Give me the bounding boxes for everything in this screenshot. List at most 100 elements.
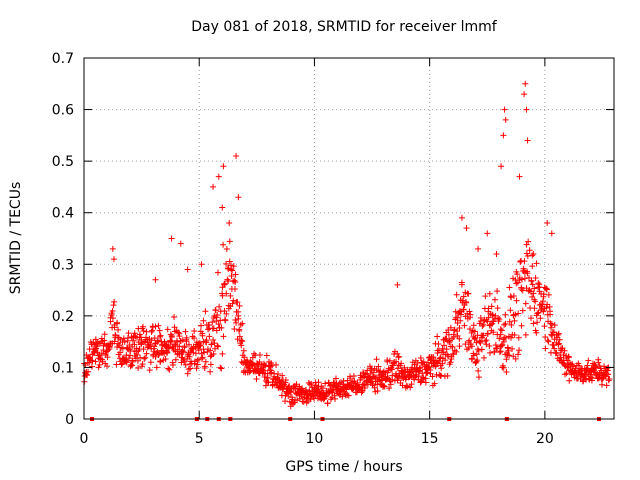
data-point <box>332 375 339 382</box>
data-point <box>417 364 424 371</box>
data-point <box>230 263 237 270</box>
data-point <box>110 302 117 309</box>
data-point <box>239 338 246 345</box>
data-point <box>84 372 91 379</box>
data-point <box>231 326 238 333</box>
peak-point <box>184 266 191 273</box>
data-point <box>417 355 424 362</box>
data-point <box>91 348 98 355</box>
data-point <box>104 354 111 361</box>
data-point <box>155 351 162 358</box>
data-point <box>535 280 542 287</box>
data-point <box>525 274 532 281</box>
data-point <box>443 335 450 342</box>
data-point <box>460 306 467 313</box>
peak-point <box>210 183 217 190</box>
data-point <box>408 381 415 388</box>
data-point <box>515 334 522 341</box>
data-point <box>487 349 494 356</box>
data-point <box>182 361 189 368</box>
data-point <box>533 260 540 267</box>
data-point <box>164 348 171 355</box>
data-point <box>172 342 179 349</box>
data-point <box>231 277 238 284</box>
data-point <box>131 341 138 348</box>
data-point <box>104 363 111 370</box>
data-point <box>343 386 350 393</box>
data-point <box>361 385 368 392</box>
data-point <box>578 370 585 377</box>
data-point <box>481 354 488 361</box>
data-point <box>238 337 245 344</box>
data-point <box>165 365 172 372</box>
data-point <box>545 338 552 345</box>
data-point <box>141 355 148 362</box>
data-point <box>371 373 378 380</box>
data-point <box>115 326 122 333</box>
data-point <box>456 325 463 332</box>
data-point <box>453 291 460 298</box>
data-point <box>551 322 558 329</box>
data-point <box>462 341 469 348</box>
data-point <box>470 322 477 329</box>
data-point <box>171 313 178 320</box>
data-point <box>172 356 179 363</box>
data-point <box>123 359 130 366</box>
data-point <box>386 357 393 364</box>
data-point <box>445 353 452 360</box>
data-point <box>184 370 191 377</box>
data-point <box>487 321 494 328</box>
data-point <box>358 387 365 394</box>
data-point <box>401 364 408 371</box>
data-point <box>519 307 526 314</box>
data-point <box>232 278 239 285</box>
data-point <box>157 332 164 339</box>
data-point <box>359 387 366 394</box>
plot-frame <box>83 57 615 420</box>
data-point <box>191 335 198 342</box>
peak-point <box>502 116 509 123</box>
data-point <box>398 360 405 367</box>
data-point <box>206 333 213 340</box>
data-point <box>508 294 515 301</box>
data-point <box>214 343 221 350</box>
data-point <box>252 366 259 373</box>
data-point <box>524 270 531 277</box>
data-point <box>555 331 562 338</box>
data-point <box>563 370 570 377</box>
data-point <box>439 360 446 367</box>
data-point <box>174 339 181 346</box>
data-point <box>218 365 225 372</box>
data-point <box>139 361 146 368</box>
data-point <box>111 298 118 305</box>
data-point <box>359 381 366 388</box>
data-point <box>513 297 520 304</box>
data-point <box>198 355 205 362</box>
data-point <box>434 333 441 340</box>
data-point <box>222 317 229 324</box>
data-point <box>232 317 239 324</box>
peak-point <box>530 250 537 257</box>
data-point <box>566 377 573 384</box>
data-point <box>240 347 247 354</box>
data-point <box>140 346 147 353</box>
data-point <box>534 319 541 326</box>
data-point <box>380 382 387 389</box>
data-point <box>373 356 380 363</box>
data-point <box>366 374 373 381</box>
data-point <box>509 345 516 352</box>
data-point <box>113 361 120 368</box>
data-point <box>460 293 467 300</box>
data-point <box>230 297 237 304</box>
data-point <box>229 300 236 307</box>
data-point <box>435 347 442 354</box>
data-point <box>503 369 510 376</box>
data-point <box>203 337 210 344</box>
data-point <box>347 375 354 382</box>
y-tick-label: 0.3 <box>52 257 74 273</box>
data-point <box>430 354 437 361</box>
peak-point <box>458 214 465 221</box>
data-point <box>491 296 498 303</box>
data-point <box>273 361 280 368</box>
